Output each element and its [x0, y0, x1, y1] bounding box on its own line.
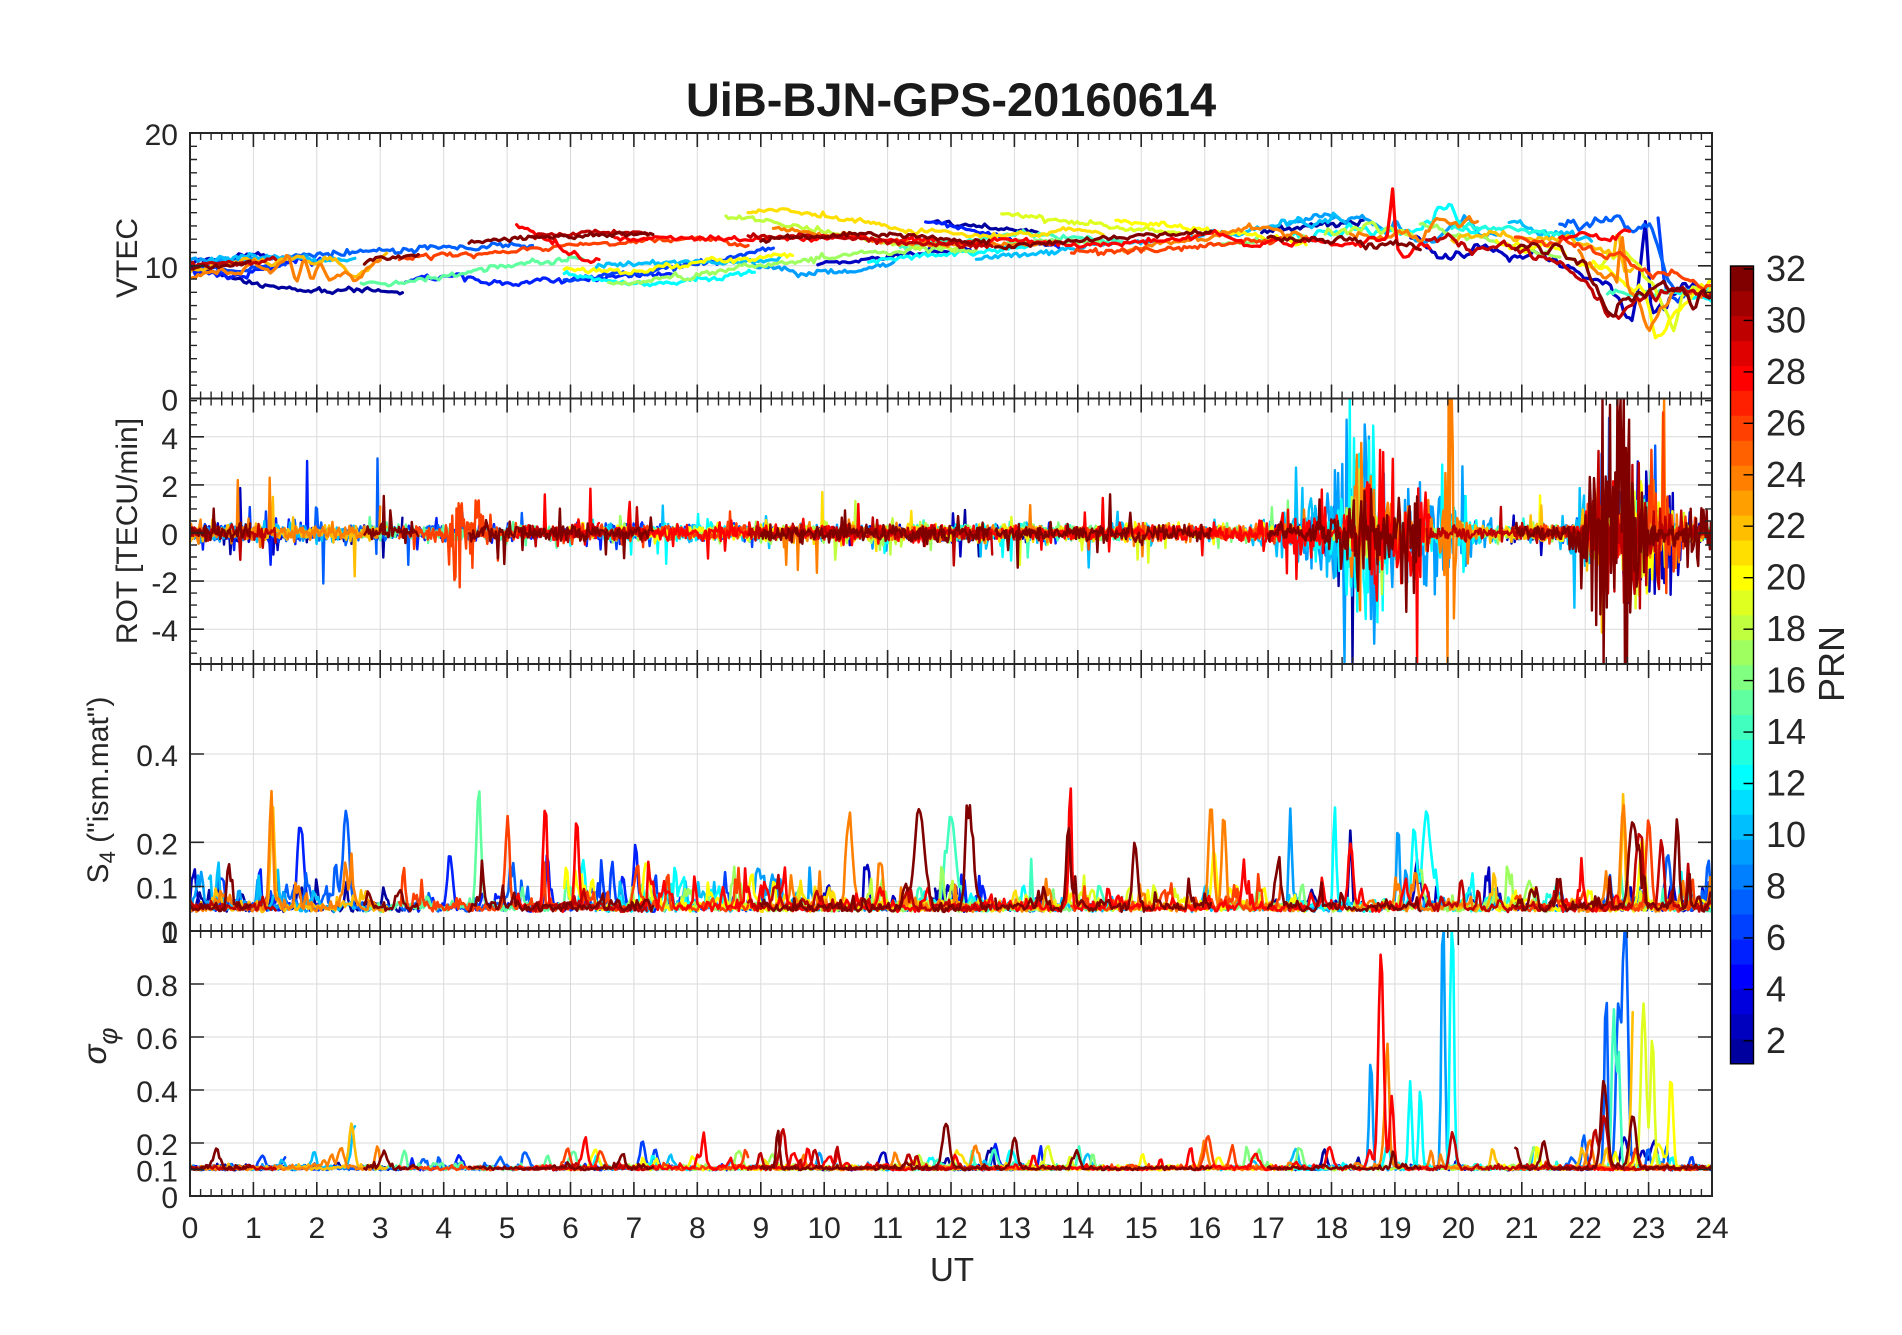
svg-text:UiB-BJN-GPS-20160614: UiB-BJN-GPS-20160614 — [686, 73, 1216, 126]
svg-text:18: 18 — [1766, 608, 1806, 649]
svg-text:8: 8 — [1766, 866, 1786, 907]
svg-text:2: 2 — [308, 1212, 325, 1245]
svg-text:30: 30 — [1766, 299, 1806, 340]
svg-text:12: 12 — [934, 1212, 967, 1245]
svg-text:20: 20 — [145, 119, 178, 152]
svg-text:0.1: 0.1 — [136, 1156, 178, 1189]
svg-text:7: 7 — [626, 1212, 643, 1245]
svg-text:24: 24 — [1695, 1212, 1728, 1245]
svg-text:0: 0 — [161, 385, 178, 418]
svg-text:12: 12 — [1766, 763, 1806, 804]
svg-text:9: 9 — [752, 1212, 769, 1245]
svg-text:0.6: 0.6 — [136, 1023, 178, 1056]
svg-text:0.8: 0.8 — [136, 970, 178, 1003]
svg-text:8: 8 — [689, 1212, 706, 1245]
svg-text:ROT [TECU/min]: ROT [TECU/min] — [111, 418, 144, 644]
svg-text:14: 14 — [1766, 711, 1806, 752]
svg-text:0.2: 0.2 — [136, 1129, 178, 1162]
svg-text:17: 17 — [1251, 1212, 1284, 1245]
svg-text:0: 0 — [182, 1212, 199, 1245]
svg-text:15: 15 — [1125, 1212, 1158, 1245]
svg-text:20: 20 — [1442, 1212, 1475, 1245]
svg-text:18: 18 — [1315, 1212, 1348, 1245]
svg-text:5: 5 — [499, 1212, 516, 1245]
svg-text:11: 11 — [872, 1212, 903, 1245]
svg-text:22: 22 — [1766, 505, 1806, 546]
svg-text:22: 22 — [1569, 1212, 1602, 1245]
svg-text:PRN: PRN — [1811, 626, 1852, 702]
svg-text:0.2: 0.2 — [136, 828, 178, 861]
svg-text:16: 16 — [1766, 660, 1806, 701]
svg-text:19: 19 — [1378, 1212, 1411, 1245]
svg-text:1: 1 — [245, 1212, 262, 1245]
svg-text:1: 1 — [161, 917, 178, 950]
svg-text:4: 4 — [435, 1212, 452, 1245]
svg-text:13: 13 — [998, 1212, 1031, 1245]
svg-text:0: 0 — [161, 917, 178, 950]
svg-text:4: 4 — [161, 423, 178, 456]
svg-text:24: 24 — [1766, 454, 1806, 495]
svg-text:16: 16 — [1188, 1212, 1221, 1245]
svg-text:10: 10 — [808, 1212, 841, 1245]
svg-text:0: 0 — [161, 519, 178, 552]
svg-text:10: 10 — [1766, 814, 1806, 855]
svg-text:23: 23 — [1632, 1212, 1665, 1245]
svg-text:3: 3 — [372, 1212, 389, 1245]
svg-text:0.4: 0.4 — [136, 1076, 178, 1109]
svg-text:6: 6 — [1766, 917, 1786, 958]
svg-text:S4 ("ism.mat"): S4 ("ism.mat") — [82, 697, 120, 884]
svg-text:10: 10 — [145, 252, 178, 285]
svg-text:0: 0 — [161, 1182, 178, 1215]
svg-text:VTEC: VTEC — [111, 218, 144, 298]
svg-text:26: 26 — [1766, 402, 1806, 443]
svg-text:2: 2 — [1766, 1020, 1786, 1061]
svg-text:6: 6 — [562, 1212, 579, 1245]
svg-text:32: 32 — [1766, 248, 1806, 289]
svg-text:28: 28 — [1766, 351, 1806, 392]
svg-text:0.4: 0.4 — [136, 740, 178, 773]
svg-text:-4: -4 — [151, 615, 178, 648]
svg-text:21: 21 — [1505, 1212, 1538, 1245]
svg-text:14: 14 — [1061, 1212, 1094, 1245]
svg-text:0.1: 0.1 — [136, 873, 178, 906]
svg-text:UT: UT — [930, 1251, 974, 1288]
svg-text:-2: -2 — [151, 567, 178, 600]
svg-text:20: 20 — [1766, 557, 1806, 598]
svg-text:2: 2 — [161, 471, 178, 504]
svg-text:4: 4 — [1766, 968, 1786, 1009]
